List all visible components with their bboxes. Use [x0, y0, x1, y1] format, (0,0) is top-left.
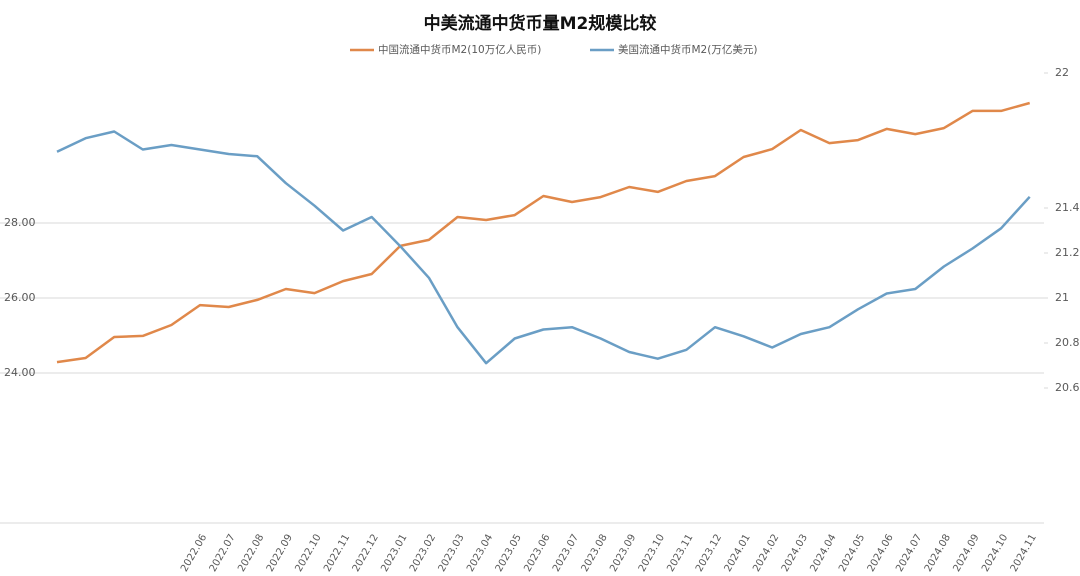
x-tick-label: 2024.08	[923, 533, 953, 574]
y2-tick-label: 21	[1055, 291, 1069, 304]
x-tick-label: 2022.08	[236, 533, 266, 574]
x-tick-label: 2023.02	[408, 533, 438, 574]
x-tick-label: 2023.10	[637, 533, 667, 574]
y-tick-label: 26.00	[4, 291, 36, 304]
x-tick-label: 2022.10	[293, 533, 323, 574]
x-tick-label: 2022.11	[322, 533, 352, 574]
legend-label: 美国流通中货币M2(万亿美元)	[618, 43, 757, 56]
x-tick-label: 2024.06	[866, 533, 896, 574]
x-tick-label: 2024.11	[1009, 533, 1039, 574]
x-tick-label: 2023.09	[608, 533, 638, 574]
y2-tick-label: 21.2	[1055, 246, 1080, 259]
x-tick-label: 2024.07	[894, 533, 924, 574]
x-tick-label: 2022.12	[351, 533, 381, 574]
x-tick-label: 2023.12	[694, 533, 724, 574]
x-tick-label: 2024.03	[780, 533, 810, 574]
x-tick-label: 2024.04	[808, 533, 838, 574]
x-tick-label: 2024.09	[951, 533, 981, 574]
y2-tick-label: 22	[1055, 66, 1069, 79]
x-tick-label: 2023.11	[665, 533, 695, 574]
y-tick-label: 24.00	[4, 366, 36, 379]
x-tick-label: 2023.05	[494, 533, 524, 574]
x-tick-label: 2023.07	[551, 533, 581, 574]
legend-label: 中国流通中货币M2(10万亿人民币)	[378, 43, 541, 56]
x-tick-label: 2022.09	[265, 533, 295, 574]
y-tick-label: 28.00	[4, 216, 36, 229]
x-tick-label: 2023.08	[580, 533, 610, 574]
x-tick-label: 2022.06	[179, 533, 209, 574]
x-tick-label: 2022.07	[208, 533, 238, 574]
series-line	[56, 130, 1031, 365]
x-tick-label: 2024.01	[723, 533, 753, 574]
x-tick-label: 2024.10	[980, 533, 1010, 574]
x-tick-label: 2024.02	[751, 533, 781, 574]
y2-tick-label: 20.8	[1055, 336, 1080, 349]
y2-tick-label: 20.6	[1055, 381, 1080, 394]
x-tick-label: 2023.01	[379, 533, 409, 574]
x-tick-label: 2023.04	[465, 533, 495, 574]
x-tick-label: 2024.05	[837, 533, 867, 574]
chart-title: 中美流通中货币量M2规模比较	[424, 13, 657, 34]
series-line	[56, 101, 1031, 364]
x-tick-label: 2023.06	[522, 533, 552, 574]
y2-tick-label: 21.4	[1055, 201, 1080, 214]
x-tick-label: 2023.03	[437, 533, 467, 574]
